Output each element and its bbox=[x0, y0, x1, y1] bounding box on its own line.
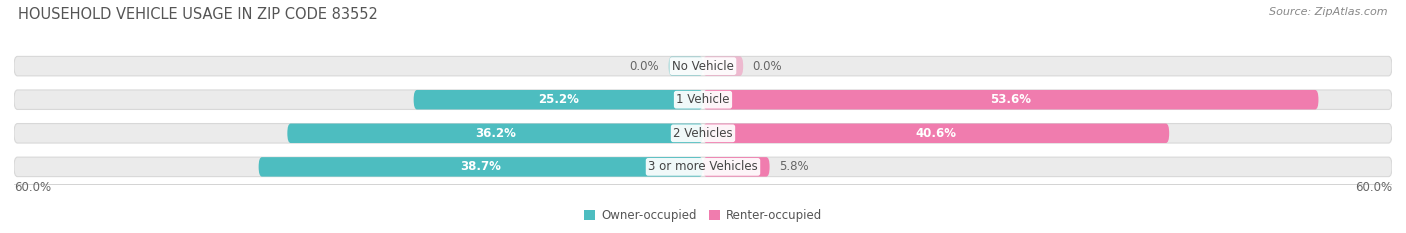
Text: 1 Vehicle: 1 Vehicle bbox=[676, 93, 730, 106]
FancyBboxPatch shape bbox=[669, 56, 703, 76]
Text: 5.8%: 5.8% bbox=[779, 160, 808, 173]
FancyBboxPatch shape bbox=[14, 90, 1392, 110]
Text: 38.7%: 38.7% bbox=[460, 160, 502, 173]
Text: Source: ZipAtlas.com: Source: ZipAtlas.com bbox=[1270, 7, 1388, 17]
FancyBboxPatch shape bbox=[14, 123, 1392, 143]
Text: 25.2%: 25.2% bbox=[538, 93, 579, 106]
Text: 60.0%: 60.0% bbox=[14, 181, 51, 194]
Text: 0.0%: 0.0% bbox=[752, 60, 782, 73]
Text: HOUSEHOLD VEHICLE USAGE IN ZIP CODE 83552: HOUSEHOLD VEHICLE USAGE IN ZIP CODE 8355… bbox=[18, 7, 378, 22]
Text: 40.6%: 40.6% bbox=[915, 127, 956, 140]
Text: 0.0%: 0.0% bbox=[630, 60, 659, 73]
Text: No Vehicle: No Vehicle bbox=[672, 60, 734, 73]
Text: 3 or more Vehicles: 3 or more Vehicles bbox=[648, 160, 758, 173]
Text: 60.0%: 60.0% bbox=[1355, 181, 1392, 194]
FancyBboxPatch shape bbox=[287, 123, 703, 143]
Text: 36.2%: 36.2% bbox=[475, 127, 516, 140]
FancyBboxPatch shape bbox=[413, 90, 703, 110]
Legend: Owner-occupied, Renter-occupied: Owner-occupied, Renter-occupied bbox=[579, 205, 827, 227]
FancyBboxPatch shape bbox=[703, 56, 744, 76]
FancyBboxPatch shape bbox=[703, 90, 1319, 110]
FancyBboxPatch shape bbox=[259, 157, 703, 177]
Text: 53.6%: 53.6% bbox=[990, 93, 1031, 106]
FancyBboxPatch shape bbox=[703, 157, 769, 177]
Text: 2 Vehicles: 2 Vehicles bbox=[673, 127, 733, 140]
FancyBboxPatch shape bbox=[703, 123, 1170, 143]
FancyBboxPatch shape bbox=[14, 56, 1392, 76]
FancyBboxPatch shape bbox=[14, 157, 1392, 177]
